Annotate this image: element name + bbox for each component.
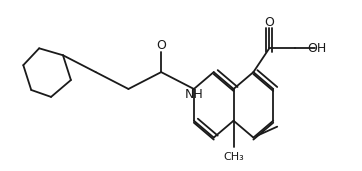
Text: OH: OH <box>307 42 326 55</box>
Text: NH: NH <box>185 88 203 101</box>
Text: CH₃: CH₃ <box>223 152 244 162</box>
Text: O: O <box>264 16 274 29</box>
Text: O: O <box>156 39 166 52</box>
